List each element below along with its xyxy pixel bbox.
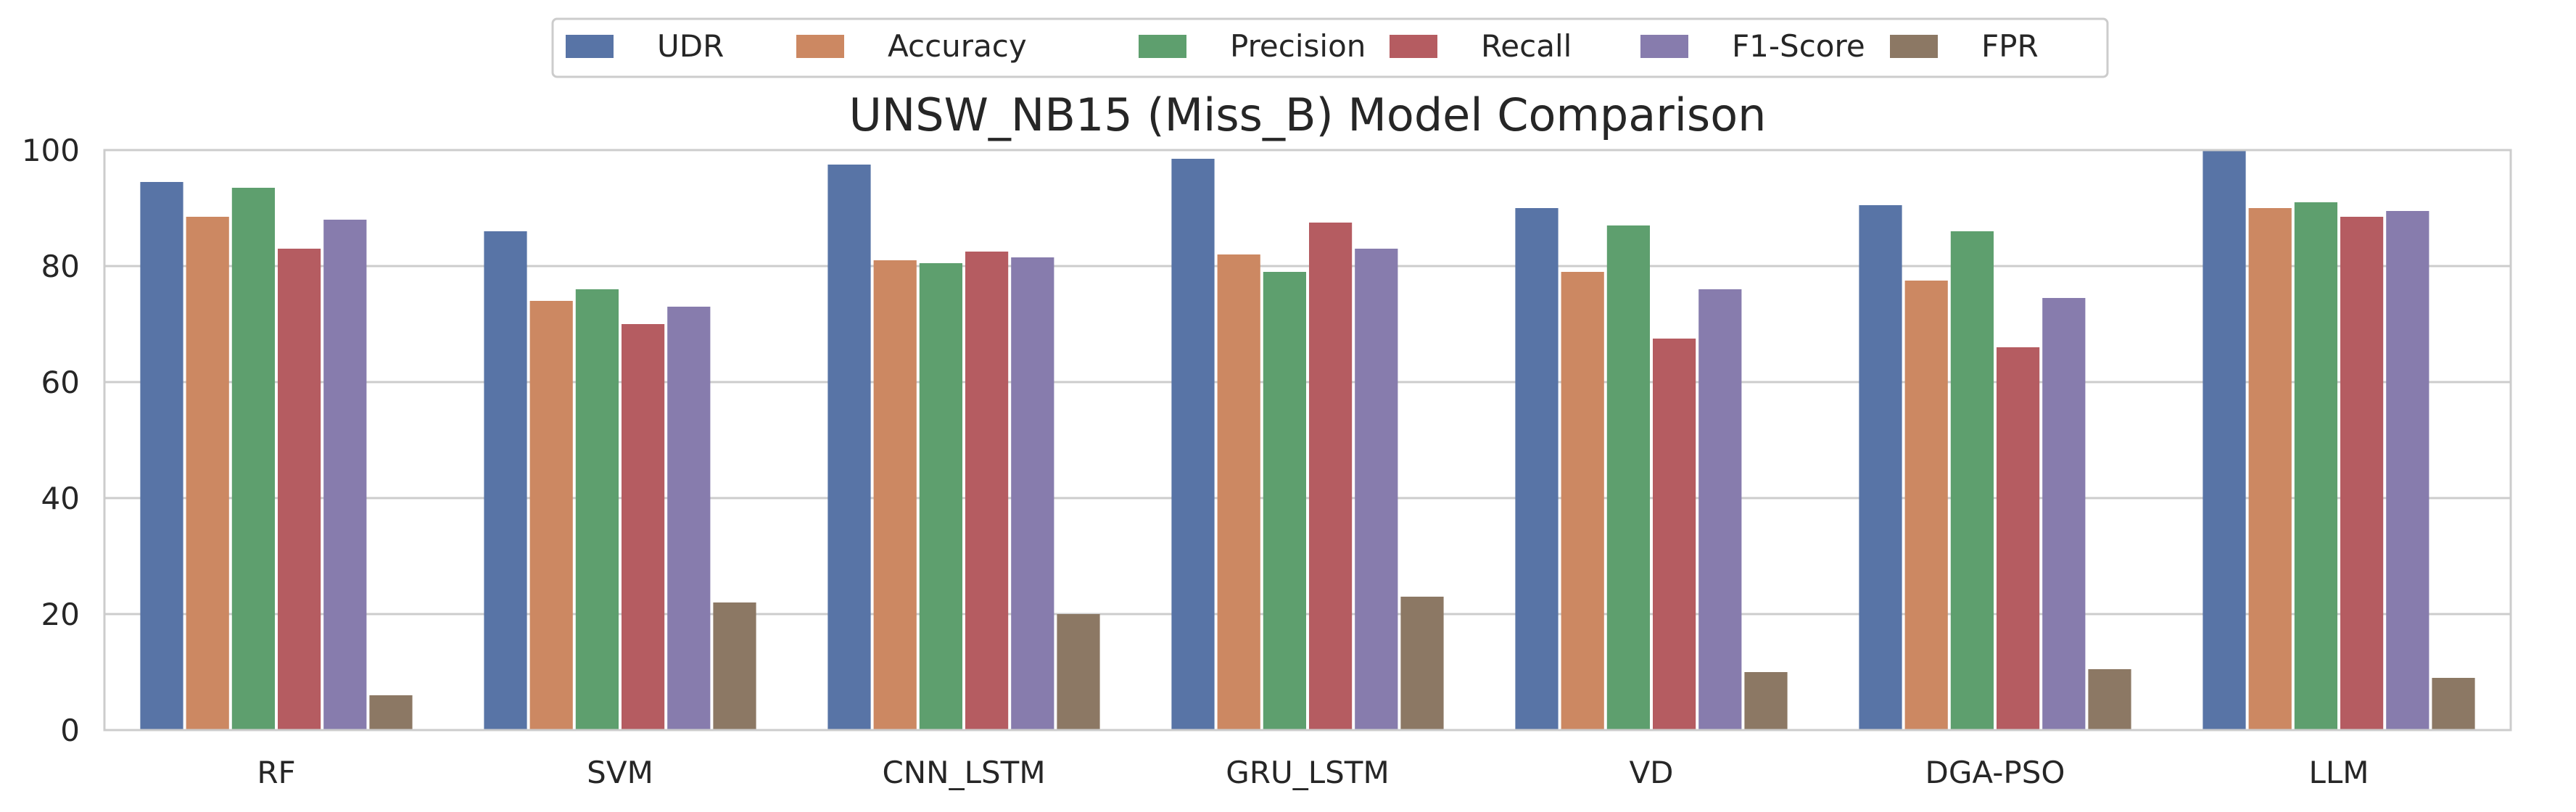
x-tick-label: LLM	[2308, 755, 2369, 790]
x-tick-label: RF	[257, 755, 295, 790]
bar-udr-gru-lstm	[1171, 159, 1215, 730]
bar-precision-cnn-lstm	[919, 263, 962, 730]
x-tick-label: DGA-PSO	[1925, 755, 2065, 790]
bar-precision-svm	[575, 289, 619, 730]
legend-swatch	[1139, 35, 1186, 58]
legend-swatch	[1890, 35, 1938, 58]
bar-recall-llm	[2340, 217, 2384, 730]
bar-recall-vd	[1653, 339, 1696, 730]
legend-label: F1-Score	[1732, 28, 1865, 64]
bar-f1-score-rf	[323, 220, 367, 730]
bar-precision-llm	[2294, 202, 2337, 730]
bar-f1-score-dga-pso	[2042, 298, 2086, 730]
x-tick-label: GRU_LSTM	[1226, 755, 1389, 790]
bar-accuracy-cnn-lstm	[873, 260, 917, 730]
bar-fpr-gru-lstm	[1400, 597, 1444, 730]
bar-fpr-svm	[713, 602, 756, 730]
bar-precision-rf	[231, 188, 275, 730]
bar-udr-cnn-lstm	[827, 165, 871, 730]
bar-recall-rf	[278, 249, 321, 730]
legend-swatch	[796, 35, 844, 58]
y-tick-label: 20	[41, 597, 80, 632]
y-tick-label: 60	[41, 365, 80, 400]
chart-title: UNSW_NB15 (Miss_B) Model Comparison	[849, 88, 1767, 141]
bar-accuracy-vd	[1561, 272, 1604, 730]
x-tick-label: VD	[1629, 755, 1673, 790]
x-tick-labels: RF SVM CNN_LSTM GRU_LSTM VD DGA-PSO LLM	[257, 755, 2369, 790]
bar-f1-score-llm	[2386, 211, 2430, 730]
plot-frame	[103, 149, 2512, 732]
bar-accuracy-gru-lstm	[1217, 254, 1260, 730]
bar-fpr-rf	[369, 695, 413, 730]
bar-fpr-dga-pso	[2088, 669, 2131, 730]
legend-label: Accuracy	[888, 28, 1027, 64]
legend-label: UDR	[657, 28, 724, 64]
legend-box	[551, 17, 2109, 78]
legend-label: FPR	[1981, 28, 2039, 64]
y-tick-label: 80	[41, 249, 80, 284]
bar-udr-dga-pso	[1859, 205, 1902, 730]
bar-recall-dga-pso	[1997, 347, 2040, 730]
bar-f1-score-svm	[667, 307, 711, 730]
bar-accuracy-dga-pso	[1904, 281, 1948, 730]
y-tick-label: 40	[41, 481, 80, 516]
bar-precision-vd	[1606, 225, 1650, 730]
bar-recall-gru-lstm	[1309, 223, 1353, 730]
bar-fpr-cnn-lstm	[1057, 614, 1100, 730]
legend-label: Recall	[1481, 28, 1572, 64]
bar-recall-svm	[622, 324, 665, 730]
legend: UDR Accuracy Precision Recall F1-Score FPR	[551, 17, 2109, 78]
bar-udr-vd	[1515, 208, 1559, 730]
y-tick-labels: 0 20 40 60 80 100	[22, 133, 80, 748]
bar-udr-rf	[140, 182, 183, 730]
bar-f1-score-cnn-lstm	[1011, 257, 1054, 730]
bar-accuracy-svm	[529, 301, 573, 730]
bar-recall-cnn-lstm	[965, 252, 1009, 730]
y-tick-label: 0	[60, 713, 80, 748]
bar-fpr-vd	[1744, 672, 1788, 730]
bar-accuracy-llm	[2248, 208, 2292, 730]
x-tick-label: SVM	[587, 755, 653, 790]
y-tick-label: 100	[22, 133, 80, 168]
legend-swatch	[1390, 35, 1437, 58]
legend-swatch	[1640, 35, 1688, 58]
bar-precision-gru-lstm	[1263, 272, 1306, 730]
legend-label: Precision	[1230, 28, 1366, 64]
bar-udr-llm	[2203, 150, 2246, 730]
bar-accuracy-rf	[186, 217, 229, 730]
bar-f1-score-gru-lstm	[1355, 249, 1398, 730]
bars	[140, 150, 2475, 730]
bar-udr-svm	[484, 231, 527, 730]
bar-precision-dga-pso	[1950, 231, 1994, 730]
x-tick-label: CNN_LSTM	[882, 755, 1045, 790]
bar-f1-score-vd	[1698, 289, 1742, 730]
bar-fpr-llm	[2432, 678, 2475, 730]
legend-swatch	[566, 35, 614, 58]
